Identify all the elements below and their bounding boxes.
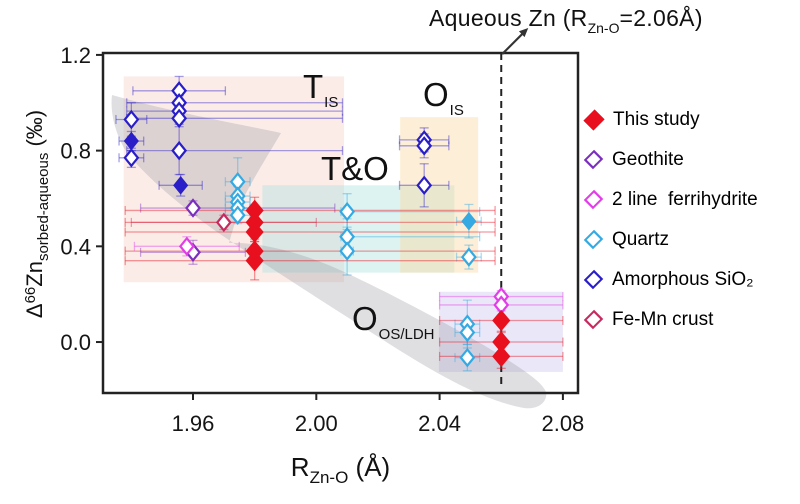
data-point-diamond	[171, 140, 188, 161]
x-tick-label: 1.96	[172, 411, 215, 436]
legend-item-this-study: This study	[583, 108, 758, 131]
data-point-diamond	[185, 198, 201, 218]
region-label-o-os-ldh: OOS/LDH	[352, 300, 435, 343]
legend-item-quartz: Quartz	[583, 228, 758, 251]
y-label-subscript: sorbed-aqueous	[35, 152, 52, 262]
legend-item-femn-crust: Fe-Mn crust	[583, 308, 758, 331]
region-label-o-os-ldh-sub: OS/LDH	[378, 326, 435, 343]
x-label-base: R	[290, 452, 310, 482]
data-point-diamond	[215, 212, 232, 233]
data-point-diamond	[492, 309, 511, 332]
y-tick-label: 1.2	[60, 43, 91, 68]
series-quartz	[229, 171, 477, 368]
legend-label: Quartz	[612, 228, 670, 250]
data-point-diamond	[461, 211, 477, 231]
diamond-marker-icon	[583, 269, 604, 290]
plot-border	[101, 51, 580, 395]
data-point-diamond	[492, 345, 511, 368]
y-axis-label: Δ66Znsorbed-aqueous (‰)	[22, 110, 52, 318]
x-tick-label: 2.08	[541, 411, 584, 436]
diamond-marker-icon	[583, 309, 604, 330]
data-point-diamond	[178, 236, 195, 257]
legend-label: 2 line ferrihydrite	[612, 188, 758, 210]
y-tick-label: 0.4	[60, 234, 91, 259]
x-tick-label: 2.04	[418, 411, 461, 436]
data-point-diamond	[416, 136, 433, 156]
x-axis-label: RZn-O (Å)	[103, 452, 578, 488]
legend-label: This study	[613, 108, 700, 130]
series-this-study	[245, 199, 511, 368]
legend-label: Amorphous SiO₂	[612, 268, 754, 290]
data-point-diamond	[123, 148, 140, 168]
region-label-o-is-sub: IS	[449, 102, 464, 119]
data-point-diamond	[229, 205, 246, 225]
y-label-element: Zn	[22, 261, 47, 287]
data-point-diamond	[339, 241, 356, 261]
region-label-t-and-o: T&O	[321, 150, 390, 193]
diamond-marker-icon	[583, 149, 604, 170]
legend-item-amorphous-sio2: Amorphous SiO₂	[583, 268, 758, 291]
x-label-subscript: Zn-O	[309, 468, 349, 487]
diamond-marker-icon	[583, 189, 604, 210]
region-label-o-os-ldh-main: O	[352, 300, 378, 337]
data-point-diamond	[459, 347, 476, 368]
data-point-diamond	[173, 176, 189, 195]
region-T-and-O	[262, 185, 455, 273]
region-label-o-is-main: O	[423, 76, 449, 113]
data-point-diamond	[460, 247, 477, 267]
region-label-t-and-o-main: T&O	[321, 150, 389, 187]
axes: 1.96 2.00 2.04 2.08 0.0 0.4 0.8 1.2	[60, 43, 584, 436]
data-point-diamond	[339, 201, 356, 222]
aqueous-zn-annotation: Aqueous Zn (RZn-O=2.06Å)	[429, 5, 703, 36]
legend-item-ferrihydrite: 2 line ferrihydrite	[583, 188, 758, 211]
annotation-post: =2.06Å)	[619, 5, 703, 31]
legend-label: Geothite	[612, 148, 684, 170]
trend-band	[111, 95, 547, 409]
y-label-delta: Δ	[22, 303, 47, 319]
annotation-arrow	[501, 28, 529, 55]
data-point-diamond	[416, 175, 433, 196]
arrowhead-icon	[518, 28, 529, 38]
annotation-subscript: Zn-O	[587, 20, 620, 36]
series-amorphous-sio2	[123, 81, 433, 196]
data-point-diamond	[245, 249, 264, 272]
diamond-marker-icon	[583, 229, 604, 250]
x-tick-label: 2.00	[295, 411, 338, 436]
y-tick-label: 0.8	[60, 139, 91, 164]
series-geothite	[185, 198, 201, 263]
legend-label: Fe-Mn crust	[612, 308, 714, 330]
diamond-marker-icon	[583, 109, 605, 130]
y-label-unit: (‰)	[22, 109, 47, 153]
legend-item-geothite: Geothite	[583, 148, 758, 171]
region-label-t-is-main: T	[303, 68, 324, 105]
series-fe-mn-crust	[215, 212, 232, 233]
annotation-pre: Aqueous Zn (R	[429, 5, 588, 31]
region-O-IS	[400, 117, 479, 273]
region-label-t-is: TIS	[303, 68, 338, 111]
data-point-diamond	[123, 109, 140, 130]
x-label-unit: (Å)	[348, 452, 391, 482]
data-point-diamond	[459, 322, 476, 343]
legend: This study Geothite 2 line ferrihydrite …	[583, 108, 758, 331]
data-point-diamond	[171, 108, 188, 129]
y-tick-label: 0.0	[60, 330, 91, 355]
region-label-o-is: OIS	[423, 76, 464, 119]
y-label-isotope: 66	[22, 286, 39, 304]
region-label-t-is-sub: IS	[324, 94, 339, 111]
